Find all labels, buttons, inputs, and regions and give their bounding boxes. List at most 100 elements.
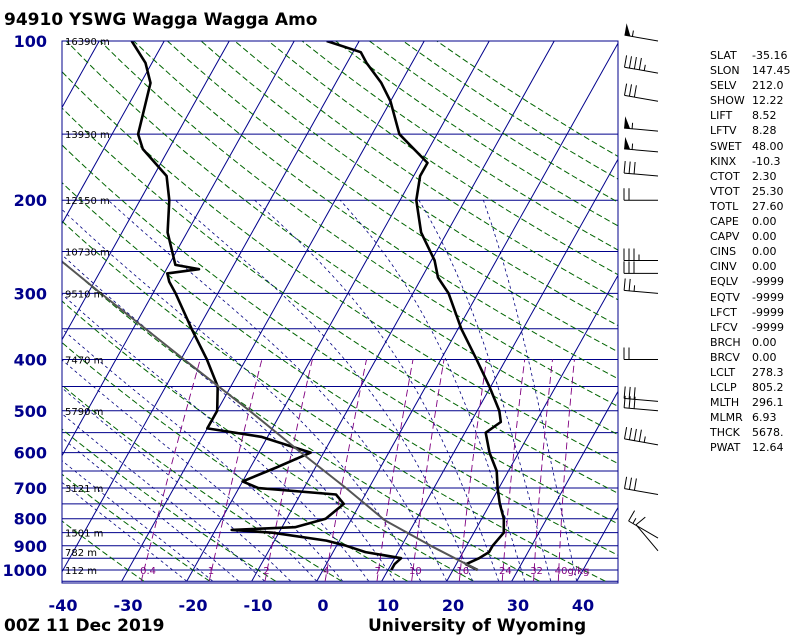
index-value: 0.00: [752, 350, 777, 364]
index-value: 2.30: [752, 169, 777, 183]
x-tick-label: 20: [442, 596, 464, 615]
index-row: SHOW 12.22: [710, 93, 791, 108]
height-label: 7470 m: [65, 356, 103, 367]
barb-full: [628, 386, 631, 399]
index-key: SHOW: [710, 94, 745, 108]
x-tick-label: 0: [317, 596, 328, 615]
index-value: 12.22: [752, 94, 784, 108]
index-key: LFTV: [710, 124, 737, 138]
mixing-ratio-line: [324, 359, 367, 582]
wind-barb: [623, 386, 659, 402]
x-tick-label: -20: [179, 596, 208, 615]
index-value: 8.28: [752, 124, 777, 138]
index-value: 278.3: [752, 365, 784, 379]
barb-full: [628, 396, 631, 409]
dry-adiabat: [62, 107, 618, 494]
index-key: VTOT: [710, 184, 740, 198]
barb-full: [633, 387, 636, 400]
index-row: SELV 212.0: [710, 78, 791, 93]
index-key: LCLP: [710, 381, 737, 395]
mixing-ratio-label: 0.4: [140, 566, 156, 577]
index-value: 0.00: [752, 260, 777, 274]
wind-barb: [624, 83, 659, 102]
barb-full: [624, 83, 628, 96]
wind-barb: [624, 55, 659, 74]
barb-full: [624, 427, 628, 439]
dry-adiabat: [62, 384, 342, 582]
index-key: CAPE: [710, 215, 739, 229]
dry-adiabat: [62, 260, 540, 582]
mixing-ratio-line: [501, 359, 526, 582]
index-row: MLMR 6.93: [710, 410, 791, 425]
mixing-ratio-line: [458, 359, 487, 582]
x-tick-label: 40: [572, 596, 594, 615]
dry-adiabat: [62, 220, 606, 582]
x-tick-label: 30: [507, 596, 529, 615]
x-tick-label: -10: [244, 596, 273, 615]
moist-adiabat: [62, 359, 317, 582]
mixing-ratio-label: 16: [456, 566, 469, 577]
index-row: SWET 48.00: [710, 139, 791, 154]
index-key: LFCV: [710, 320, 738, 334]
barb-staff: [628, 520, 659, 539]
mixing-ratio-line: [376, 359, 414, 582]
barb-full: [633, 85, 637, 98]
index-value: 12.64: [752, 441, 784, 455]
plot-frame: [61, 40, 619, 584]
index-key: PWAT: [710, 441, 741, 455]
pressure-label: 800: [14, 510, 47, 529]
index-row: TOTL 27.60: [710, 199, 791, 214]
pressure-label: 300: [14, 284, 47, 303]
index-row: LFCT -9999: [710, 305, 791, 320]
dry-adiabat: [62, 520, 145, 582]
dry-adiabat: [62, 71, 618, 465]
barb-full: [633, 396, 636, 409]
temperature-profile: [326, 41, 506, 572]
pressure-label: 200: [14, 191, 47, 210]
barb-full: [628, 161, 631, 174]
height-label: 112 m: [65, 566, 97, 577]
mixing-ratio-label: 40g/kg: [555, 566, 590, 577]
index-value: 212.0: [752, 79, 784, 93]
pressure-label: 100: [14, 32, 47, 51]
isotherm-line: [62, 41, 295, 457]
index-key: BRCV: [710, 350, 740, 364]
barb-half: [633, 285, 636, 292]
barb-staff: [624, 488, 659, 496]
pressure-label: 900: [14, 537, 47, 556]
mixing-ratio-line: [140, 359, 201, 582]
index-key: THCK: [710, 426, 740, 440]
barb-pennant: [624, 136, 631, 150]
isotherm-line: [186, 41, 490, 582]
mixing-ratio-line: [208, 359, 263, 582]
index-key: LIFT: [710, 109, 733, 123]
index-key: MLTH: [710, 396, 740, 410]
index-key: CINS: [710, 245, 737, 259]
barb-full: [635, 516, 646, 526]
wind-barb: [623, 161, 659, 177]
index-row: BRCV 0.00: [710, 350, 791, 365]
height-label: 16390 m: [65, 37, 110, 48]
index-value: -9999: [752, 320, 784, 334]
index-key: MLMR: [710, 411, 743, 425]
height-label: 10730 m: [65, 248, 110, 259]
index-value: 27.60: [752, 199, 784, 213]
barb-staff: [624, 66, 659, 74]
isotherm-line: [316, 42, 618, 582]
index-value: 0.00: [752, 335, 777, 349]
height-label: 782 m: [65, 548, 97, 559]
barb-staff: [624, 438, 659, 446]
wind-barb: [624, 23, 659, 42]
index-value: 8.52: [752, 109, 777, 123]
dry-adiabat: [62, 473, 211, 582]
index-key: CTOT: [710, 169, 740, 183]
pressure-label: 600: [14, 444, 47, 463]
index-row: LCLP 805.2: [710, 380, 791, 395]
parcel-path: [62, 260, 479, 571]
index-row: CINS 0.00: [710, 244, 791, 259]
barb-full: [628, 510, 636, 522]
barb-full: [623, 395, 626, 408]
isotherm-line: [62, 41, 165, 225]
barb-full: [628, 56, 632, 69]
mixing-ratio-label: 32: [530, 566, 543, 577]
